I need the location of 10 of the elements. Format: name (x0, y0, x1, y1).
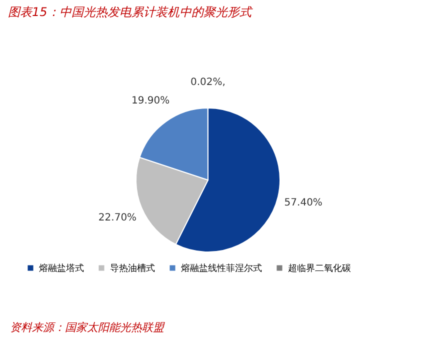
legend-label: 熔融盐线性菲涅尔式 (181, 262, 262, 274)
data-label: 57.40% (284, 198, 322, 209)
legend-label: 熔融盐塔式 (39, 262, 84, 274)
data-label: 19.90% (131, 96, 170, 107)
chart-title: 图表15：中国光热发电累计装机中的聚光形式 (8, 5, 254, 19)
data-label: 0.02%, (190, 77, 226, 88)
data-label: 22.70% (98, 212, 137, 224)
legend-label: 导热油槽式 (110, 262, 155, 274)
legend-label: 超临界二氧化碳 (288, 262, 351, 274)
text: 资料来源：国家太阳能光热联盟 (10, 321, 165, 334)
